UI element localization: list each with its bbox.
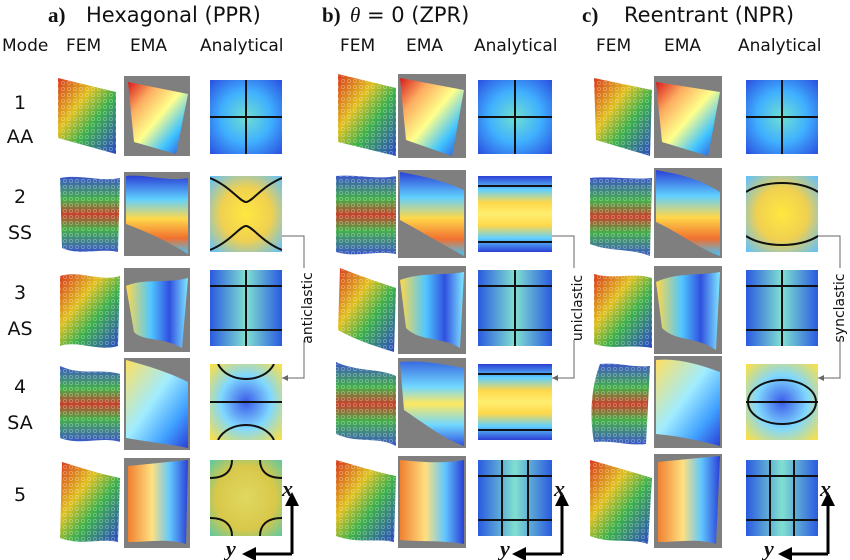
panel-b-mode2-analytical (478, 176, 552, 252)
panel-b-mode1-fem (338, 74, 396, 156)
axis-x-label-c: x (820, 476, 831, 501)
panel-a-mode2-fem (60, 176, 120, 252)
axis-y-label-c: y (764, 536, 774, 560)
col-analytical-a: Analytical (200, 36, 284, 56)
panel-c-mode5-analytical (746, 460, 818, 536)
panel-c-mode4-analytical (746, 364, 818, 440)
col-fem-b: FEM (340, 36, 376, 56)
axis-y-label-b: y (500, 536, 510, 560)
mode-3-number: 3 (13, 282, 27, 304)
panel-a-mode4-analytical (210, 364, 282, 440)
panel-b-mode1-ema (398, 74, 466, 158)
axis-x-label-a: x (282, 476, 293, 501)
panel-a-mode3-fem (60, 274, 120, 348)
panel-c-mode3-fem (594, 274, 652, 348)
panel-b-mode5-ema (398, 456, 466, 548)
axis-arrows-a (242, 492, 299, 560)
panel-b-curvature-label: uniclastic (570, 274, 586, 342)
col-fem-c: FEM (596, 36, 632, 56)
panel-b-mode1-analytical (478, 80, 552, 154)
panel-c-title: Reentrant (NPR) (624, 3, 795, 27)
col-fem-a: FEM (66, 36, 102, 56)
panel-a-mode3-analytical (210, 270, 282, 346)
panel-b-mode2-ema (398, 170, 466, 258)
panel-b-mode3-analytical (478, 270, 552, 346)
panel-c-mode1-ema (654, 76, 722, 158)
mode-1-number: 1 (13, 92, 27, 114)
panel-a-label: a) (48, 3, 66, 27)
axis-x-label-b: x (554, 476, 565, 501)
panel-b-mode5-analytical (478, 460, 552, 536)
mode-4-number: 4 (13, 376, 27, 398)
panel-b-mode3-fem (338, 268, 396, 352)
panel-b-mode3-ema (398, 266, 466, 354)
panel-c-label: c) (582, 3, 599, 27)
panel-c-mode5-fem (590, 460, 652, 544)
mode-2-number: 2 (13, 186, 27, 208)
panel-c-mode4-ema (654, 356, 722, 448)
col-analytical-b: Analytical (474, 36, 558, 56)
panel-b-title-text: = 0 (ZPR) (360, 3, 470, 27)
panel-c-mode2-analytical (746, 176, 818, 252)
panel-b-bracket (552, 235, 575, 381)
panel-c-bracket (818, 235, 841, 381)
panel-b-title: θ = 0 (ZPR) (350, 3, 469, 28)
panel-b-mode2-fem (336, 175, 396, 255)
col-analytical-c: Analytical (738, 36, 822, 56)
panel-a-mode1-fem (58, 78, 116, 154)
panel-a-mode4-fem (60, 366, 120, 442)
panel-a-mode2-ema (124, 172, 190, 256)
mode-1-type: AA (6, 126, 34, 148)
panel-c-mode4-fem (591, 363, 650, 445)
panel-c-mode1-fem (594, 78, 652, 156)
panel-b-mode4-analytical (478, 364, 552, 440)
mode-5-number: 5 (13, 484, 27, 506)
panel-a-mode5-analytical (210, 460, 282, 536)
panel-b-mode5-fem (336, 460, 396, 542)
panel-b-mode4-fem (336, 362, 396, 446)
axis-arrows-c (778, 492, 835, 560)
panel-c-mode2-fem (590, 177, 652, 256)
mode-2-type: SS (7, 222, 33, 244)
axis-arrows-b (512, 492, 569, 560)
col-ema-a: EMA (130, 36, 168, 56)
panel-a-mode4-ema (124, 358, 190, 450)
panel-a-bracket (282, 235, 305, 381)
panel-a-mode1-analytical (210, 80, 282, 154)
panel-c-mode1-analytical (746, 80, 818, 154)
axis-y-label-a: y (226, 536, 236, 560)
mode-header: Mode (2, 36, 49, 56)
panel-c-mode3-ema (654, 266, 722, 354)
panel-b-mode4-ema (398, 358, 466, 448)
panel-c-mode5-ema (654, 454, 722, 548)
panel-a-mode5-ema (124, 458, 190, 548)
panel-b-label: b) (322, 3, 341, 27)
panel-a-mode5-fem (60, 462, 120, 542)
mode-4-type: SA (7, 412, 33, 434)
theta-symbol: θ (350, 3, 361, 27)
panel-a-title: Hexagonal (PPR) (86, 3, 261, 27)
panel-a-curvature-label: anticlastic (300, 272, 316, 344)
panel-c-mode2-ema (654, 168, 722, 258)
mode-3-type: AS (7, 318, 33, 340)
panel-a-mode3-ema (124, 268, 190, 352)
panel-a-mode2-analytical (210, 176, 282, 252)
panel-c-curvature-label: synclastic (832, 273, 848, 343)
panel-a-mode1-ema (124, 76, 190, 156)
panel-c-mode3-analytical (746, 270, 818, 346)
col-ema-c: EMA (664, 36, 702, 56)
col-ema-b: EMA (406, 36, 444, 56)
